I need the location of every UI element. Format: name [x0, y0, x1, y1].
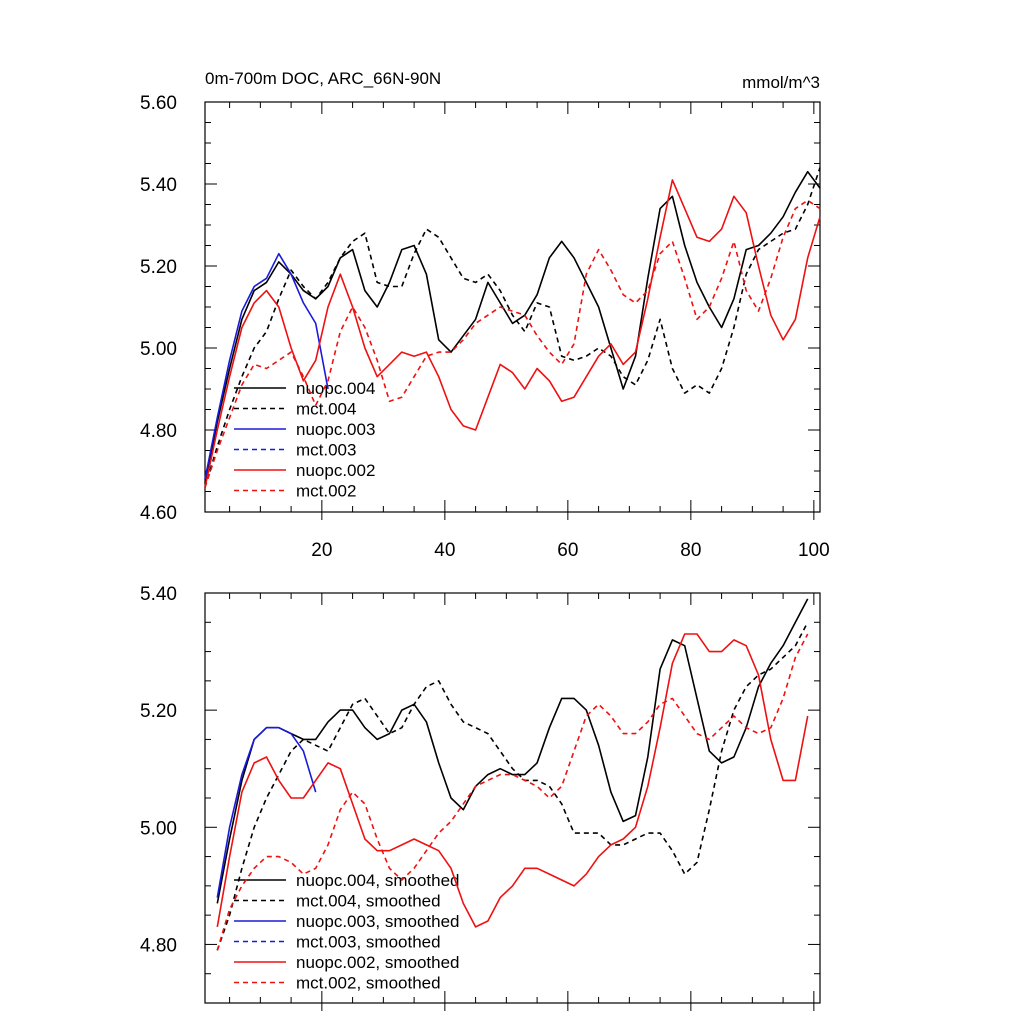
legend-label: mct.003: [296, 441, 356, 460]
series-line-mct-002-smoothed: [216, 633, 809, 951]
chart-title: 0m-700m DOC, ARC_66N-90N: [205, 69, 441, 88]
y-tick-label: 5.00: [140, 818, 177, 839]
series-line-nuopc-004: [204, 170, 821, 484]
legend-label: nuopc.003: [296, 420, 375, 439]
legend-label: nuopc.002: [296, 461, 375, 480]
y-tick-label: 5.20: [140, 257, 177, 278]
x-tick-label: 20: [311, 540, 332, 561]
y-tick-label: 5.40: [140, 175, 177, 196]
y-tick-label: 5.00: [140, 339, 177, 360]
legend-label: nuopc.004: [296, 379, 375, 398]
y-tick-label: 5.40: [140, 584, 177, 605]
legend-label: nuopc.004, smoothed: [296, 871, 460, 890]
y-tick-label: 4.80: [140, 935, 177, 956]
x-tick-label: 60: [557, 540, 578, 561]
series-line-mct-002: [204, 199, 821, 488]
bottom-panel: 4.80 5.00 5.20 5.40 nuopc.004, smoothed mct.0…: [140, 584, 821, 1011]
series-line-nuopc-003: [204, 252, 329, 480]
series-line-mct-004: [204, 167, 821, 488]
x-tick-label: 100: [798, 540, 830, 561]
x-tick-label: 40: [434, 540, 455, 561]
legend-label: mct.004: [296, 400, 356, 419]
y-tick-label: 4.80: [140, 421, 177, 442]
y-tick-label: 4.60: [140, 503, 177, 524]
series-line-nuopc-003-smoothed: [216, 726, 317, 898]
top-panel: 4.60 4.80 5.00 5.20 5.40 5.60 20 40 60 80 100 nuopc…: [140, 93, 830, 561]
x-tick-label: 80: [680, 540, 701, 561]
legend-label: nuopc.003, smoothed: [296, 912, 460, 931]
legend-label: mct.003, smoothed: [296, 933, 441, 952]
series-line-nuopc-002: [204, 179, 821, 488]
chart-units-label: mmol/m^3: [742, 73, 820, 92]
y-tick-label: 5.20: [140, 701, 177, 722]
series-line-nuopc-004-smoothed: [216, 598, 809, 904]
legend-label: mct.002, smoothed: [296, 974, 441, 993]
legend-label: nuopc.002, smoothed: [296, 953, 460, 972]
series-line-mct-004-smoothed: [216, 621, 809, 951]
legend-label: mct.002: [296, 482, 356, 501]
legend-label: mct.004, smoothed: [296, 892, 441, 911]
series-line-nuopc-002-smoothed: [216, 633, 809, 928]
y-tick-label: 5.60: [140, 93, 177, 114]
